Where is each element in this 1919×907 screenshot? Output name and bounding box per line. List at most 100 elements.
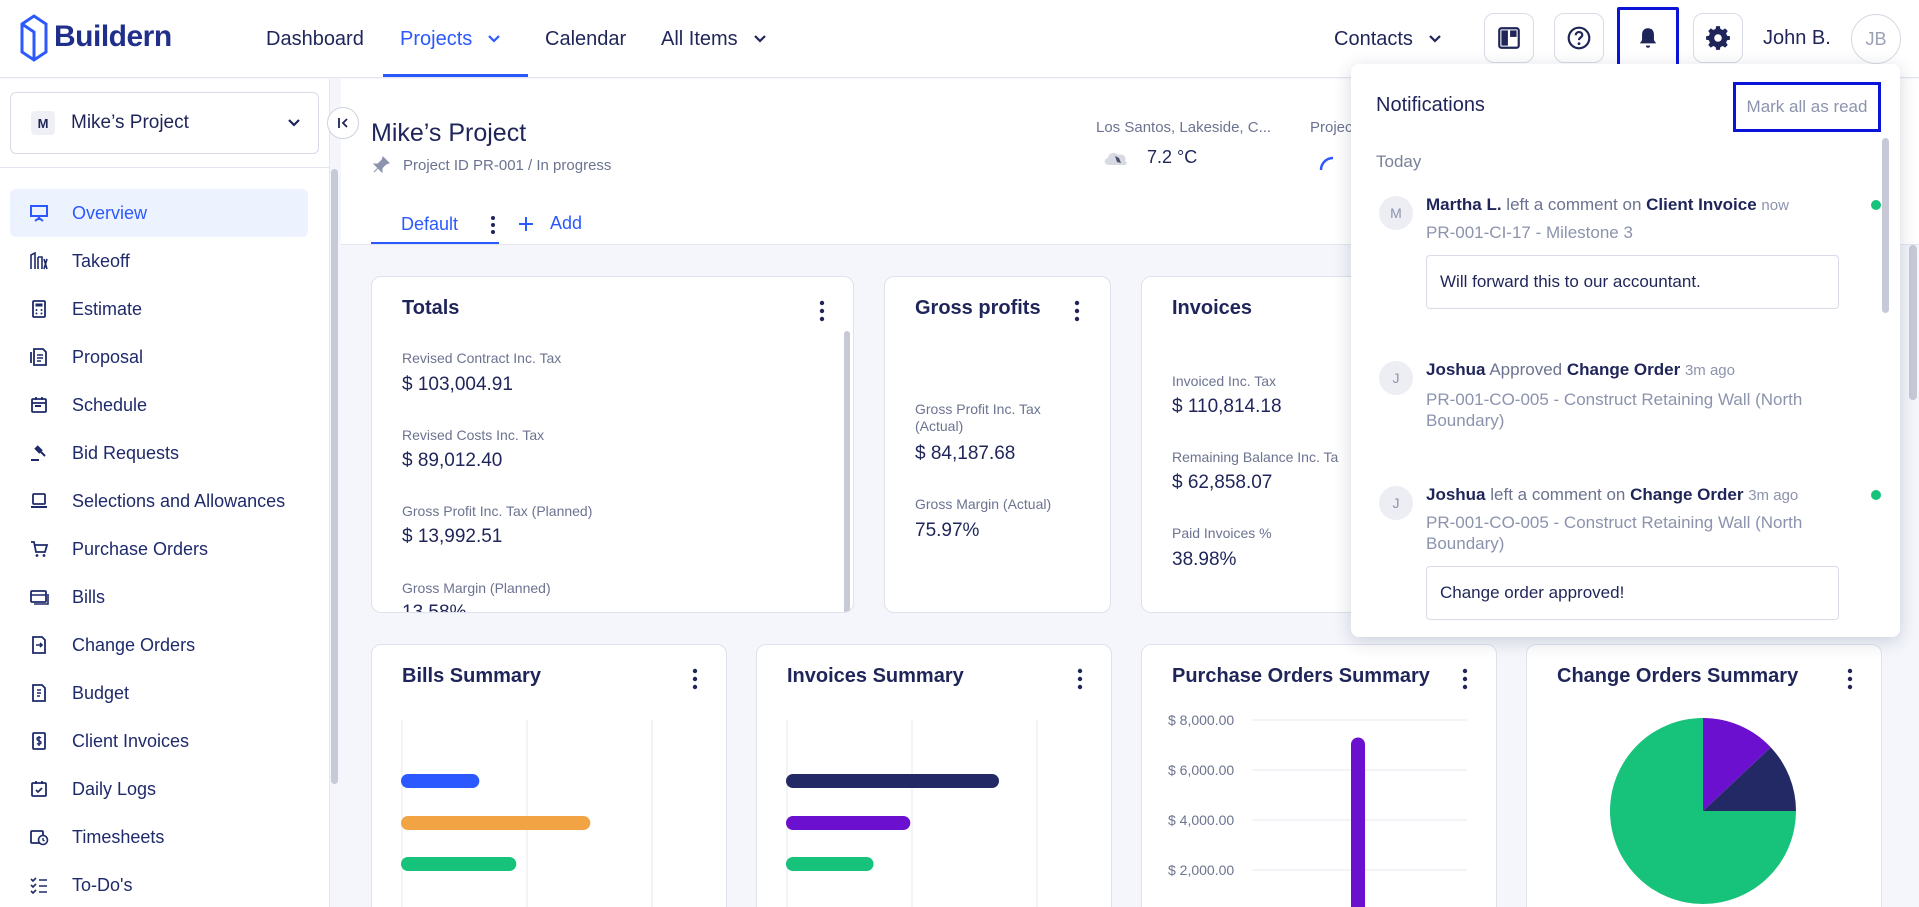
sidebar-item-timesheets[interactable]: Timesheets (10, 813, 308, 861)
dashboard-layout-button[interactable] (1484, 13, 1534, 63)
card-title: Invoices (1172, 297, 1253, 319)
project-selector[interactable]: M Mike’s Project (10, 92, 319, 154)
notifications-section-label: Today (1376, 152, 1422, 171)
card-scrollbar[interactable] (844, 331, 850, 612)
todo-icon (28, 874, 50, 896)
chevron-down-icon (753, 35, 766, 43)
page-title: Mike’s Project (371, 119, 527, 147)
notification-target: Change Order (1566, 360, 1681, 379)
nav-projects[interactable]: Projects (400, 0, 502, 78)
card-menu-icon[interactable] (1067, 297, 1087, 325)
card-title: Totals (402, 297, 460, 319)
sidebar-item-estimate[interactable]: Estimate (10, 285, 308, 333)
selections-icon (28, 490, 50, 512)
page-scrollbar[interactable] (1909, 245, 1917, 400)
mark-all-as-read-button[interactable]: Mark all as read (1733, 82, 1881, 132)
nav-contacts[interactable]: Contacts (1334, 0, 1443, 78)
sidebar-item-purchase-orders[interactable]: Purchase Orders (10, 525, 308, 573)
metric-value: $ 84,187.68 (915, 443, 1016, 464)
sidebar-menu: Overview Takeoff Estimate Proposal Sched… (10, 189, 308, 907)
tab-active-indicator (371, 242, 499, 244)
sidebar-item-label: Selections and Allowances (72, 490, 286, 511)
tab-default[interactable]: Default (401, 214, 459, 234)
notification-comment: Will forward this to our accountant. (1426, 255, 1839, 309)
collapse-sidebar-button[interactable] (327, 107, 359, 139)
metric-value: $ 103,004.91 (402, 374, 513, 395)
weather-widget: 7.2 °C (1101, 146, 1197, 168)
nav-dashboard[interactable]: Dashboard (266, 27, 364, 50)
sidebar-item-bid-requests[interactable]: Bid Requests (10, 429, 308, 477)
card-menu-icon[interactable] (1455, 665, 1475, 693)
metric-value: $ 110,814.18 (1172, 396, 1282, 417)
presentation-icon (28, 202, 50, 224)
metric-value: $ 13,992.51 (402, 526, 503, 547)
sidebar-item-change-orders[interactable]: Change Orders (10, 621, 308, 669)
user-avatar[interactable]: JB (1851, 14, 1901, 64)
project-id-status: Project ID PR-001 / In progress (403, 156, 612, 174)
notifications-panel: Notifications Mark all as read Today M M… (1351, 64, 1900, 637)
sidebar-item-schedule[interactable]: Schedule (10, 381, 308, 429)
purchase-orders-summary-chart: $ 8,000.00 $ 6,000.00 $ 4,000.00 $ 2,000.00 (1168, 712, 1467, 907)
sidebar-item-proposal[interactable]: Proposal (10, 333, 308, 381)
notification-item[interactable]: J Joshua Approved Change Order 3m ago PR… (1376, 359, 1856, 439)
pin-icon (372, 156, 390, 174)
notifications-button[interactable] (1617, 7, 1679, 69)
metric-label: Gross Profit Inc. Tax (Planned) (402, 503, 593, 519)
help-button[interactable] (1554, 13, 1604, 63)
metric-label: Revised Contract Inc. Tax (402, 350, 562, 366)
sidebar-item-selections[interactable]: Selections and Allowances (10, 477, 308, 525)
sidebar-item-label: Bills (72, 586, 106, 607)
brand-logo[interactable]: Buildern (18, 12, 172, 62)
chevron-down-icon (1429, 35, 1441, 43)
card-title: Change Orders Summary (1557, 665, 1799, 687)
sidebar-item-overview[interactable]: Overview (10, 189, 308, 237)
notification-text: Joshua left a comment on Change Order 3m… (1426, 484, 1836, 507)
nav-all-items[interactable]: All Items (661, 0, 768, 78)
nav-active-indicator (383, 74, 528, 77)
metric-label: Remaining Balance Inc. Ta (1172, 449, 1339, 465)
metric-label: Invoiced Inc. Tax (1172, 373, 1277, 389)
card-menu-icon[interactable] (1070, 665, 1090, 693)
sidebar-item-takeoff[interactable]: Takeoff (10, 237, 308, 285)
calendar-icon (28, 394, 50, 416)
card-menu-icon[interactable] (685, 665, 705, 693)
card-title: Invoices Summary (787, 665, 964, 687)
notification-item[interactable]: J Joshua left a comment on Change Order … (1376, 484, 1881, 624)
sidebar-item-todos[interactable]: To-Do's (10, 861, 308, 907)
cart-icon (28, 538, 50, 560)
project-stat-label: Projec (1310, 119, 1353, 136)
chevron-down-icon (488, 35, 501, 43)
sidebar-item-client-invoices[interactable]: Client Invoices (10, 717, 308, 765)
notification-item[interactable]: M Martha L. left a comment on Client Inv… (1376, 194, 1881, 334)
y-tick-label: $ 6,000.00 (1168, 762, 1234, 778)
sidebar-item-label: Estimate (72, 298, 143, 319)
sidebar-item-bills[interactable]: Bills (10, 573, 308, 621)
tab-menu-icon[interactable] (483, 213, 503, 237)
settings-button[interactable] (1693, 13, 1743, 63)
notification-actor: Martha L. (1426, 195, 1502, 214)
add-tab-button[interactable]: Add (516, 213, 582, 234)
takeoff-icon (28, 250, 50, 272)
nav-calendar[interactable]: Calendar (545, 27, 627, 50)
sidebar-item-label: Purchase Orders (72, 538, 209, 559)
sidebar: M Mike’s Project Overview Takeoff Estima… (0, 79, 338, 907)
metric-value: $ 62,858.07 (1172, 472, 1273, 493)
pie-slice (1703, 747, 1796, 811)
sidebar-item-budget[interactable]: Budget (10, 669, 308, 717)
sidebar-item-daily-logs[interactable]: Daily Logs (10, 765, 308, 813)
daily-log-icon (28, 778, 50, 800)
notification-avatar: M (1379, 196, 1413, 230)
sidebar-item-label: Daily Logs (72, 778, 157, 799)
notification-reference: PR-001-CO-005 - Construct Retaining Wall… (1426, 513, 1803, 553)
card-title: Purchase Orders Summary (1172, 665, 1430, 687)
notification-reference: PR-001-CI-17 - Milestone 3 (1426, 223, 1633, 242)
card-menu-icon[interactable] (812, 297, 832, 325)
sidebar-scrollbar[interactable] (331, 169, 338, 784)
sidebar-item-label: Client Invoices (72, 730, 190, 751)
card-title: Gross profits (915, 297, 1041, 319)
notification-avatar: J (1379, 361, 1413, 395)
user-name[interactable]: John B. (1763, 27, 1831, 49)
add-tab-label: Add (550, 213, 583, 233)
notifications-scrollbar[interactable] (1882, 138, 1889, 313)
card-menu-icon[interactable] (1840, 665, 1860, 693)
